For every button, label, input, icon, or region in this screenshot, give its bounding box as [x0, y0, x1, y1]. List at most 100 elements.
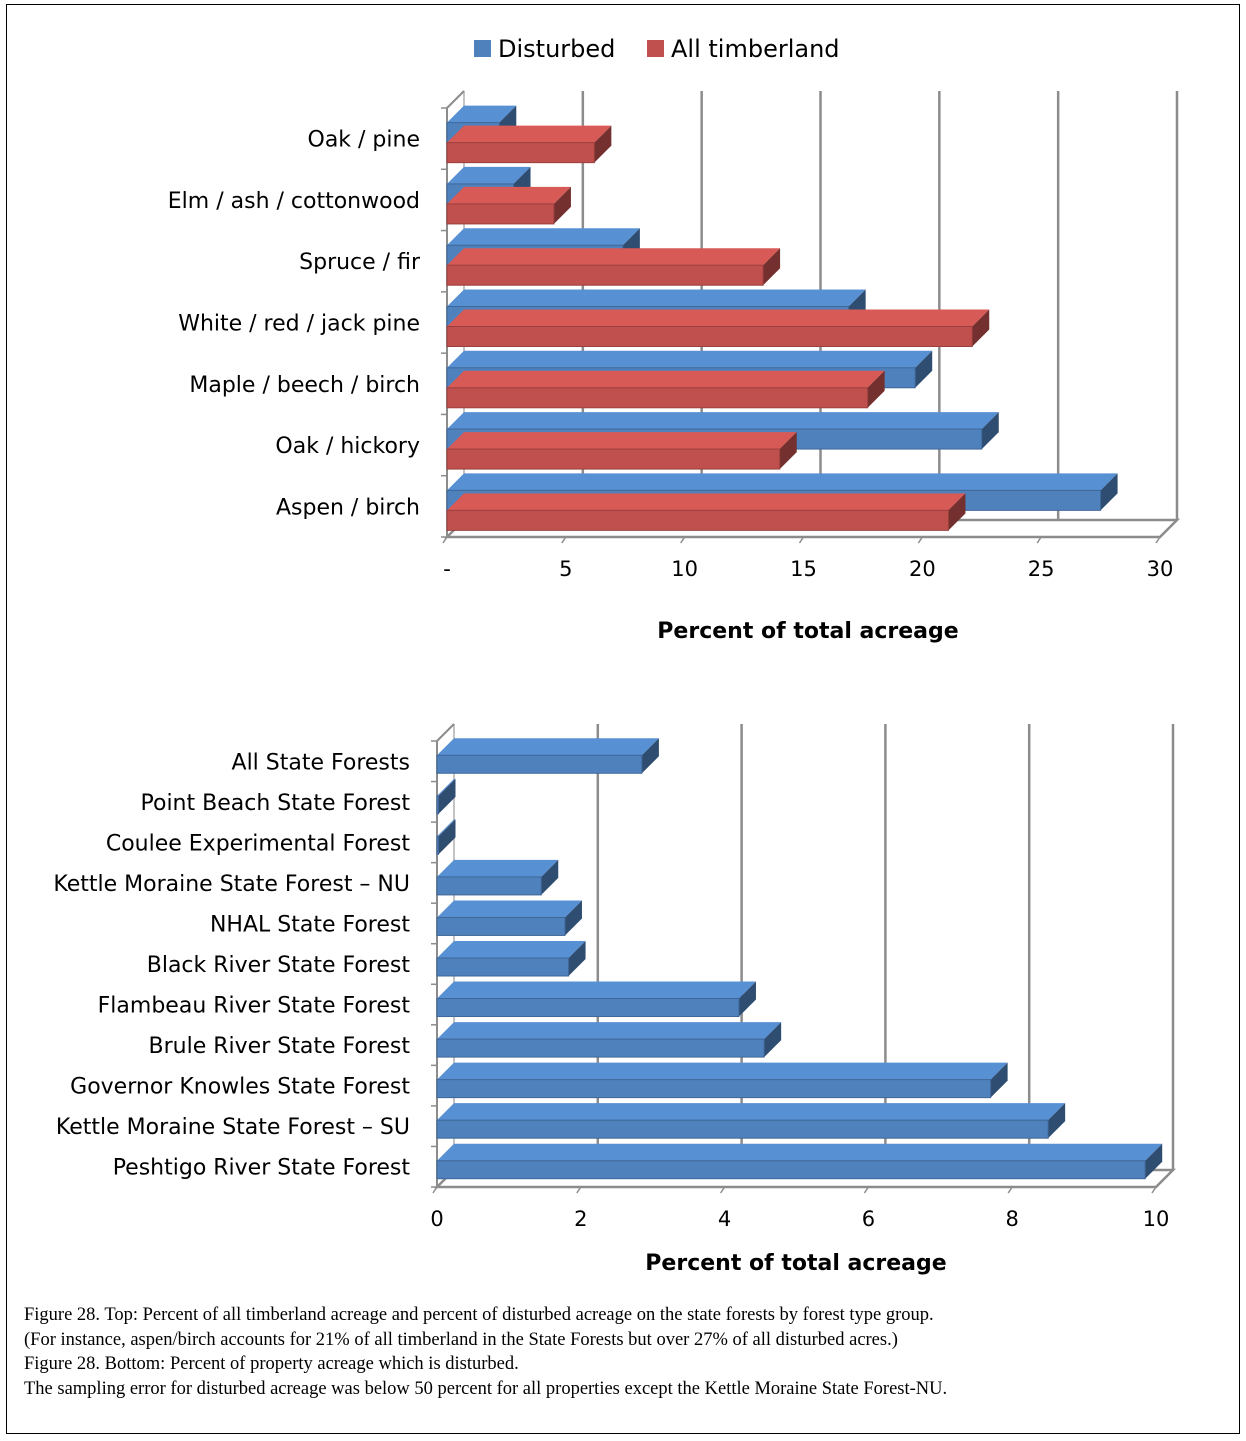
category-label: Kettle Moraine State Forest – NU	[53, 872, 410, 897]
all-timberland-bar-top	[447, 432, 797, 450]
disturbed-bar-side	[915, 350, 933, 388]
series-bar-top	[437, 819, 456, 837]
category-label: NHAL State Forest	[210, 912, 410, 937]
series-bar	[436, 795, 439, 815]
caption-line: (For instance, aspen/birch accounts for …	[24, 1329, 898, 1350]
category-label: Kettle Moraine State Forest – SU	[56, 1115, 410, 1140]
top-chart: Oak / pine Elm / ash / cottonwood Spruce /…	[168, 35, 1181, 644]
all-timberland-bar	[446, 509, 949, 531]
x-tick	[863, 1186, 870, 1194]
caption-line: The sampling error for disturbed acreage…	[24, 1378, 948, 1399]
category-label: Coulee Experimental Forest	[106, 831, 411, 856]
all-timberland-bar-side	[763, 248, 781, 286]
x-tick-label: 6	[862, 1207, 875, 1231]
category-label: Aspen / birch	[276, 495, 420, 520]
x-tick-label: 10	[671, 557, 698, 581]
series-bar	[436, 1038, 765, 1058]
caption-line: Figure 28. Top: Percent of all timberlan…	[24, 1305, 934, 1325]
category-label: Maple / beech / birch	[189, 373, 420, 398]
x-tick-label: 25	[1028, 557, 1055, 581]
disturbed-bar-side	[1100, 473, 1118, 511]
x-tick	[1151, 1186, 1157, 1194]
all-timberland-bar	[446, 448, 781, 470]
x-tick	[432, 1186, 438, 1194]
series-bar	[436, 754, 643, 774]
x-tick-label: 5	[559, 557, 572, 581]
series-bar	[436, 998, 740, 1018]
x-axis-title: Percent of total acreage	[645, 1251, 946, 1276]
all-timberland-bar-side	[948, 493, 966, 531]
series-bar-top	[437, 1062, 1008, 1080]
figure-frame	[6, 4, 1240, 1434]
series-bar-side	[1048, 1103, 1066, 1139]
figure-caption: Figure 28. Top: Percent of all timberlan…	[24, 1303, 1234, 1401]
series-bar	[436, 916, 566, 936]
series-bar-side	[541, 859, 559, 895]
all-timberland-bar	[446, 264, 764, 286]
series-bar-top	[437, 1103, 1066, 1121]
axis-edge	[436, 723, 455, 742]
x-tick-label: -	[443, 557, 451, 581]
figure-charts: Oak / pine Elm / ash / cottonwood Spruce /…	[53, 35, 1181, 1276]
category-label: Governor Knowles State Forest	[70, 1075, 410, 1100]
caption-line: Figure 28. Bottom: Percent of property a…	[24, 1354, 519, 1374]
x-tick-label: 0	[430, 1207, 443, 1231]
category-label: Elm / ash / cottonwood	[168, 189, 420, 214]
category-label: Brule River State Forest	[149, 1034, 411, 1059]
series-bar-side	[738, 981, 756, 1017]
all-timberland-bar-top	[447, 248, 781, 266]
series-bar	[436, 835, 439, 855]
series-bar-side	[990, 1062, 1008, 1098]
series-bar-top	[437, 738, 659, 756]
series-bar	[436, 876, 542, 896]
x-tick-label: 30	[1147, 557, 1174, 581]
all-timberland-bar-side	[779, 432, 797, 470]
x-tick-label: 20	[909, 557, 936, 581]
series-bar-top	[437, 900, 582, 918]
all-timberland-bar-top	[447, 125, 612, 143]
category-label: Point Beach State Forest	[141, 791, 411, 816]
series-bar-side	[764, 1022, 782, 1058]
series-bar-side	[568, 941, 586, 976]
disturbed-bar-top	[447, 473, 1118, 491]
series-bar-side	[564, 900, 582, 936]
axis-edge	[446, 90, 465, 109]
category-label: Spruce / fir	[299, 250, 421, 275]
all-timberland-bar-top	[447, 186, 571, 204]
disturbed-bar-top	[447, 289, 866, 307]
x-tick	[1036, 536, 1042, 544]
all-timberland-bar	[446, 387, 869, 409]
x-tick-label: 2	[574, 1207, 587, 1231]
disturbed-bar-side	[981, 412, 999, 450]
series-bar	[436, 1079, 992, 1099]
series-bar-top	[437, 1143, 1163, 1161]
series-bar-top	[437, 941, 586, 958]
series-bar-top	[437, 981, 756, 999]
x-tick	[442, 536, 448, 544]
category-label: Black River State Forest	[147, 953, 411, 978]
category-label: Oak / hickory	[275, 434, 420, 459]
x-tick	[917, 536, 923, 544]
all-timberland-bar-side	[972, 309, 990, 347]
legend-label: All timberland	[671, 35, 840, 63]
series-bar-side	[438, 778, 456, 814]
bottom-chart: All State Forests Point Beach State Fores…	[53, 723, 1177, 1276]
x-tick	[561, 536, 567, 544]
series-bar-top	[437, 778, 456, 796]
all-timberland-bar-top	[447, 370, 885, 388]
series-bar-side	[641, 738, 659, 774]
category-label: All State Forests	[232, 750, 410, 775]
series-bar	[436, 1119, 1049, 1139]
all-timberland-bar-side	[553, 186, 571, 224]
legend-label: Disturbed	[498, 35, 615, 63]
x-tick	[1007, 1186, 1013, 1194]
x-tick	[719, 1186, 726, 1194]
legend-swatch	[647, 40, 664, 57]
category-label: Oak / pine	[308, 128, 421, 153]
series-bar-top	[437, 1022, 782, 1040]
all-timberland-bar-top	[447, 309, 990, 327]
all-timberland-bar-side	[594, 125, 612, 163]
series-bar	[436, 957, 570, 977]
disturbed-bar-top	[447, 166, 531, 184]
series-bar	[436, 1160, 1146, 1180]
